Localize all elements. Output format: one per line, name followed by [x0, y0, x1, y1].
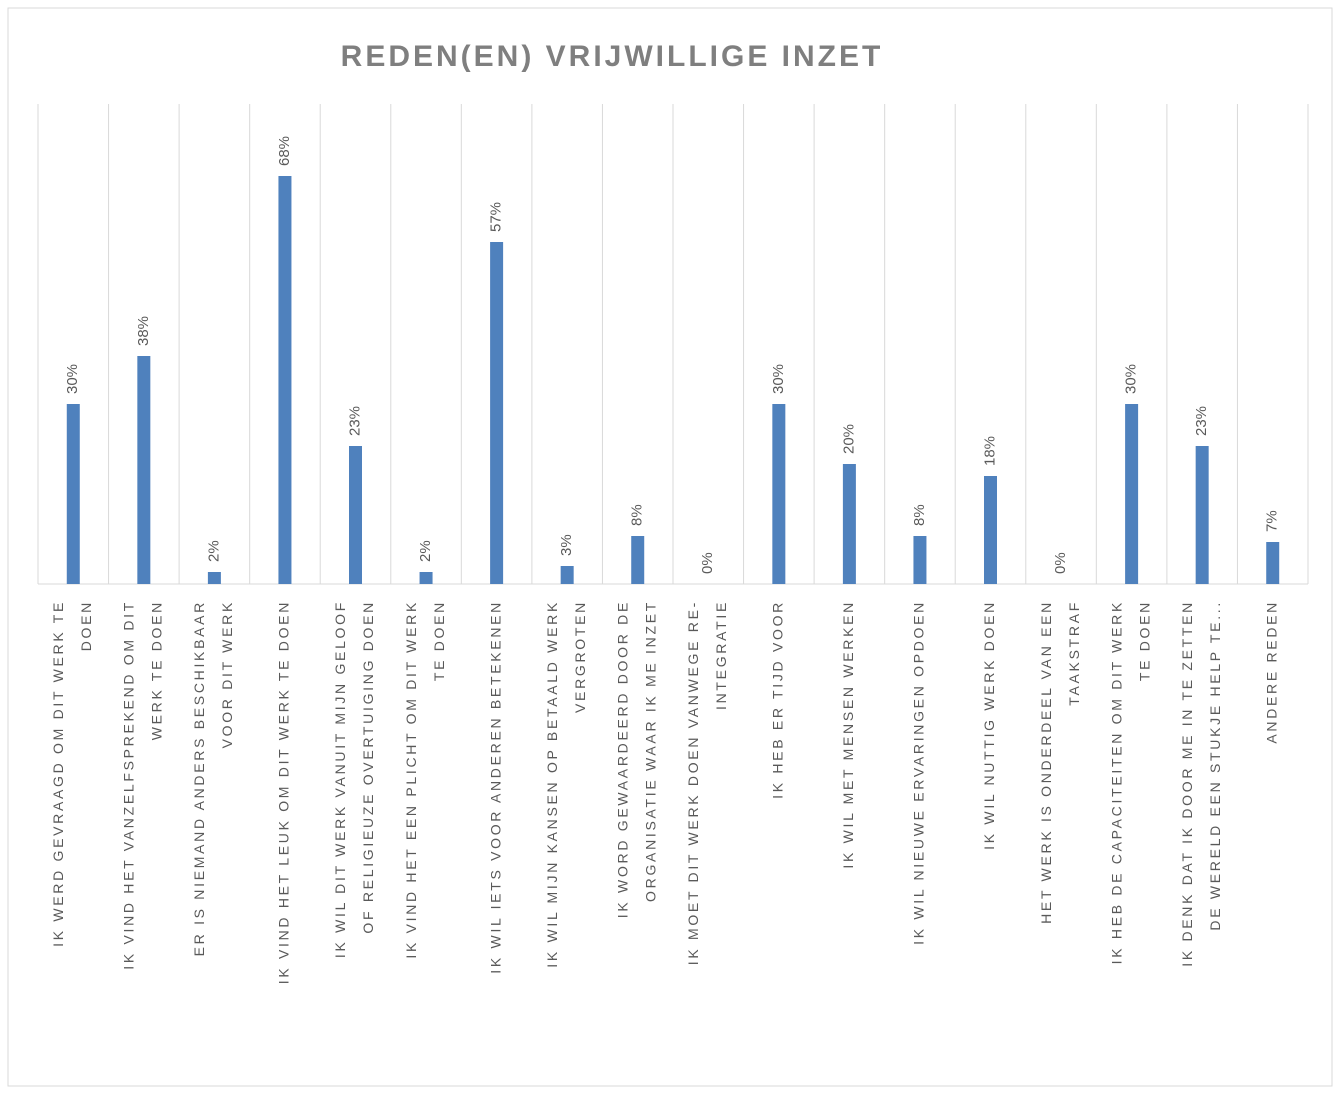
- x-tick-label: OF RELIGIEUZE OVERTUIGING DOEN: [360, 600, 376, 934]
- bar: [1266, 542, 1280, 584]
- bar: [913, 536, 927, 584]
- value-label: 57%: [488, 202, 505, 232]
- chart-frame: [7, 7, 1333, 1087]
- value-label: 30%: [1123, 364, 1140, 394]
- bar: [631, 536, 645, 584]
- x-tick-label: IK WIL MIJN KANSEN OP BETAALD WERK: [544, 600, 560, 968]
- value-label: 68%: [276, 136, 293, 166]
- value-label: 3%: [558, 534, 575, 556]
- x-tick-label: IK MOET DIT WERK DOEN VANWEGE RE-: [685, 600, 701, 965]
- bar: [1195, 446, 1209, 584]
- value-label: 8%: [911, 504, 928, 526]
- value-label: 7%: [1264, 510, 1281, 532]
- value-label: 0%: [699, 552, 716, 574]
- bar: [842, 464, 856, 584]
- bar: [490, 242, 504, 584]
- bar: [66, 404, 80, 584]
- x-tick-label: HET WERK IS ONDERDEEL VAN EEN: [1038, 600, 1054, 924]
- x-tick-label: IK VIND HET VANZELFSPREKEND OM DIT: [121, 600, 137, 970]
- x-tick-label: IK DENK DAT IK DOOR ME IN TE ZETTEN: [1179, 600, 1195, 967]
- x-tick-label: DOEN: [78, 600, 94, 651]
- x-tick-label: WERK TE DOEN: [149, 600, 165, 740]
- x-tick-label: IK VIND HET LEUK OM DIT WERK TE DOEN: [276, 600, 292, 984]
- value-label: 8%: [629, 504, 646, 526]
- value-label: 18%: [981, 436, 998, 466]
- bar: [984, 476, 997, 584]
- x-tick-label: IK WERD GEVRAAGD OM DIT WERK TE: [50, 600, 66, 947]
- bar: [419, 572, 433, 584]
- bar: [207, 572, 221, 584]
- bar: [560, 566, 574, 584]
- value-label: 2%: [417, 540, 434, 562]
- x-tick-label: IK WIL DIT WERK VANUIT MIJN GELOOF: [332, 600, 348, 958]
- x-tick-label: TE DOEN: [1136, 600, 1152, 681]
- x-tick-label: DE WERELD EEN STUKJE HELP TE...: [1207, 600, 1223, 931]
- x-tick-label: IK WIL NIEUWE ERVARINGEN OPDOEN: [911, 600, 927, 945]
- value-label: 0%: [1052, 552, 1069, 574]
- value-label: 23%: [346, 406, 363, 436]
- x-tick-label: VERGROTEN: [572, 600, 588, 713]
- value-label: 38%: [135, 316, 152, 346]
- x-tick-label: IK WORD GEWAARDEERD DOOR DE: [614, 600, 630, 918]
- value-label: 23%: [1193, 406, 1210, 436]
- x-tick-label: IK WIL MET MENSEN WERKEN: [840, 600, 856, 869]
- x-tick-label: IK WIL IETS VOOR ANDEREN BETEKENEN: [487, 600, 503, 974]
- x-tick-label: TE DOEN: [431, 600, 447, 681]
- x-tick-label: IK HEB DE CAPACITEITEN OM DIT WERK: [1108, 600, 1124, 964]
- x-tick-label: IK VIND HET EEN PLICHT OM DIT WERK: [403, 600, 419, 959]
- x-tick-label: ANDERE REDEN: [1263, 600, 1279, 744]
- value-label: 30%: [770, 364, 787, 394]
- x-tick-label: IK WIL NUTTIG WERK DOEN: [981, 600, 997, 850]
- bar: [1125, 404, 1139, 584]
- x-tick-label: TAAKSTRAF: [1066, 600, 1082, 706]
- value-label: 30%: [64, 364, 81, 394]
- x-tick-label: IK HEB ER TIJD VOOR: [770, 600, 786, 799]
- bar: [772, 404, 786, 584]
- bar: [137, 356, 151, 584]
- bar: [349, 446, 362, 584]
- chart-title: REDEN(EN) VRIJWILLIGE INZET: [341, 40, 884, 73]
- x-tick-label: ORGANISATIE WAAR IK ME INZET: [642, 600, 658, 902]
- bar: [278, 176, 292, 584]
- x-tick-label: ER IS NIEMAND ANDERS BESCHIKBAAR: [191, 600, 207, 956]
- x-tick-label: INTEGRATIE: [713, 600, 729, 710]
- value-label: 20%: [840, 424, 857, 454]
- x-tick-label: VOOR DIT WERK: [219, 600, 235, 748]
- value-label: 2%: [205, 540, 222, 562]
